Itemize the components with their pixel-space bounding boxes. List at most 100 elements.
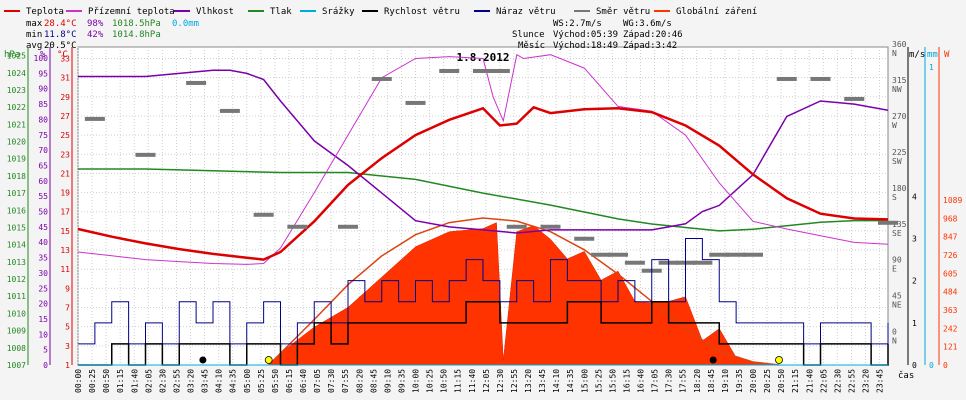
info-sun-rise: Východ:05:39: [553, 30, 618, 40]
axis-temp-tick: 5: [65, 323, 70, 332]
time-tick-label: 12:05: [482, 369, 491, 393]
time-tick-label: 11:40: [468, 369, 477, 393]
axis-temp-unit: °C: [57, 50, 68, 60]
time-tick-label: 09:10: [383, 369, 392, 393]
axis-hpa-tick: 1017: [7, 189, 26, 198]
stats-max-rain: 0.0mm: [172, 19, 199, 29]
axis-mm-tick: 0: [929, 361, 934, 370]
axis-rad-tick: 242: [943, 324, 958, 333]
time-tick-label: 22:05: [819, 369, 828, 393]
time-tick-label: 21:15: [791, 369, 800, 393]
axis-rad-tick: 121: [943, 343, 958, 352]
wind-direction-mark: [287, 224, 308, 229]
axis-hpa-tick: 1014: [7, 241, 26, 250]
moon-set-marker: [199, 356, 207, 364]
time-tick-label: 10:00: [412, 369, 421, 393]
axis-dir-tick: 225: [892, 148, 907, 157]
axis-pct-tick: 15: [38, 315, 48, 324]
axis-rad-tick: 847: [943, 233, 958, 242]
series-temperature: [77, 105, 889, 261]
axis-pct-tick: 35: [38, 254, 48, 263]
wind-direction-mark: [574, 236, 595, 241]
time-tick-label: 23:45: [876, 369, 885, 393]
axis-pct-unit: %: [40, 50, 46, 60]
legend-item-label: Náraz větru: [496, 7, 556, 17]
axis-temp-tick: 31: [60, 74, 70, 83]
info-sun-label: Slunce: [512, 30, 545, 40]
sun-rise-marker: [264, 356, 273, 364]
axis-dir-label: N: [892, 337, 897, 346]
axis-hpa-tick: 1018: [7, 172, 26, 181]
series-wind-speed: [78, 300, 889, 366]
time-tick-label: 07:55: [341, 369, 350, 393]
wind-direction-mark: [743, 252, 763, 257]
axis-pct-tick: 45: [38, 223, 48, 232]
stats-max-temp: 28.4°C: [44, 19, 77, 29]
time-tick-label: 14:10: [552, 369, 561, 393]
time-tick-label: 00:25: [88, 369, 97, 393]
info-moon-set: Západ:3:42: [623, 41, 677, 51]
series-pressure: [78, 168, 888, 232]
time-tick-label: 14:35: [566, 369, 575, 393]
axis-temp-tick: 17: [60, 208, 70, 217]
legend-item-label: Teplota: [26, 7, 64, 17]
axis-hpa-tick: 1019: [7, 155, 26, 164]
axis-rad-tick: 968: [943, 214, 958, 223]
wind-direction-mark: [439, 68, 460, 73]
time-tick-label: 17:30: [665, 369, 674, 393]
time-tick-label: 06:15: [285, 369, 294, 393]
time-tick-label: 04:35: [229, 369, 238, 393]
axis-dir-label: SE: [892, 229, 902, 238]
axis-wind-unit: m/s: [909, 50, 925, 60]
axis-wind-tick: 1: [912, 319, 917, 328]
axis-hpa-tick: 1007: [7, 361, 26, 370]
time-tick-label: 18:20: [693, 369, 702, 393]
time-tick-label: 02:55: [172, 369, 181, 393]
sun-set-marker: [775, 356, 783, 364]
time-tick-label: 06:40: [299, 369, 308, 393]
axis-dir-label: W: [892, 121, 897, 130]
axis-pct-tick: 10: [38, 330, 48, 339]
moon-rise-marker: [709, 356, 717, 364]
axis-dir-label: S: [892, 193, 897, 202]
axis-pct-tick: 50: [38, 208, 48, 217]
info-wind-gust: WG:3.6m/s: [623, 19, 672, 29]
axis-rad-tick: 605: [943, 269, 958, 278]
axis-rad-tick: 0: [943, 361, 948, 370]
axis-hpa-tick: 1013: [7, 258, 26, 267]
axis-dir-tick: 0: [892, 328, 897, 337]
axis-rad-tick: 1089: [943, 196, 962, 205]
wind-direction-mark: [540, 224, 561, 229]
time-tick-label: 11:15: [454, 369, 463, 393]
wind-direction-mark: [506, 224, 527, 229]
axis-temp-tick: 25: [60, 131, 70, 140]
time-tick-label: 00:50: [102, 369, 111, 393]
stats-max-label: max: [26, 19, 43, 29]
wind-direction-mark: [810, 76, 831, 81]
axis-hpa-tick: 1020: [7, 138, 26, 147]
time-tick-label: 02:05: [144, 369, 153, 393]
axis-rad-unit: W: [944, 50, 950, 60]
stats-avg-temp: 20.5°C: [44, 41, 77, 51]
stats-min-pressure: 1014.8hPa: [112, 30, 161, 40]
axis-hpa-tick: 1015: [7, 223, 26, 232]
axis-wind-tick: 3: [912, 234, 917, 243]
time-tick-label: 18:45: [707, 369, 716, 393]
time-tick-label: 16:40: [637, 369, 646, 393]
axis-rad-tick: 726: [943, 251, 958, 260]
time-tick-label: 20:50: [777, 369, 786, 393]
axis-rad-tick: 363: [943, 306, 958, 315]
legend-item-label: Globální záření: [676, 7, 757, 17]
series-clear-sky-radiation: [268, 217, 780, 366]
time-tick-label: 01:15: [116, 369, 125, 393]
time-tick-label: 07:30: [327, 369, 336, 393]
wind-direction-mark: [253, 212, 274, 217]
axis-pct-tick: 55: [38, 192, 48, 201]
axis-pct-tick: 95: [38, 69, 48, 78]
time-tick-label: 10:25: [426, 369, 435, 393]
wind-direction-mark: [709, 252, 730, 257]
time-tick-label: 08:45: [369, 369, 378, 393]
wind-direction-mark: [473, 68, 493, 73]
